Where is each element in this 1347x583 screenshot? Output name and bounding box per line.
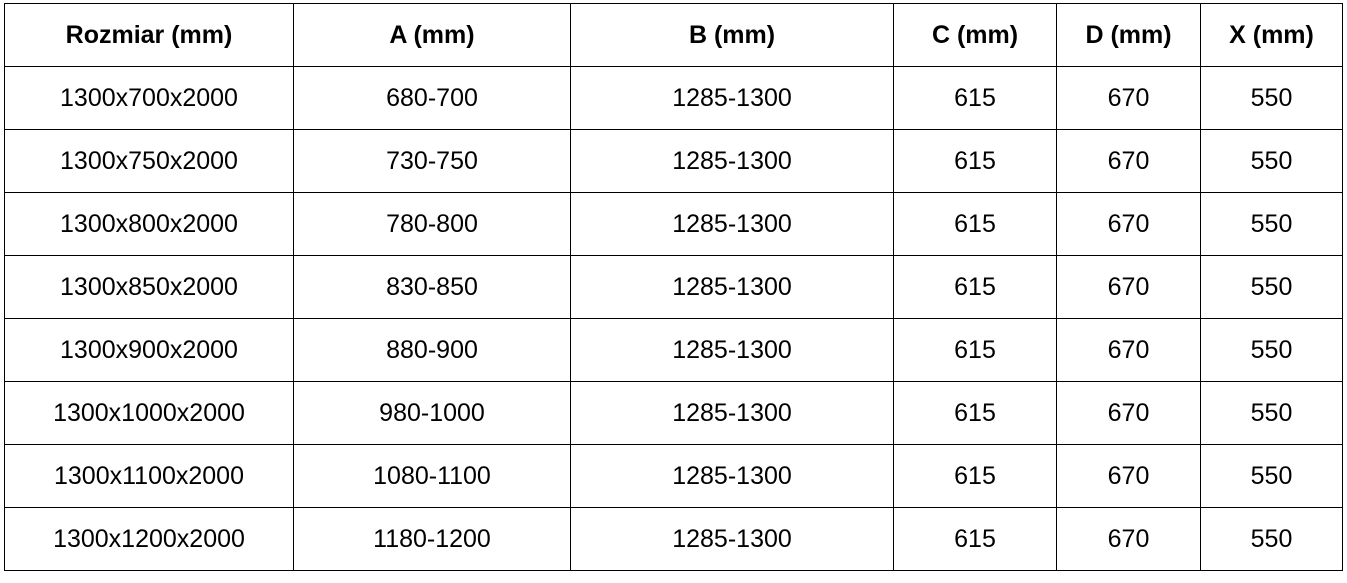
table-cell: 550: [1200, 192, 1343, 256]
column-header: A (mm): [293, 3, 571, 67]
table-cell: 1300x900x2000: [4, 318, 294, 382]
table-cell: 615: [893, 381, 1057, 445]
table-row: 1300x1100x2000 1080-1100 1285-1300 615 670 55…: [4, 444, 1343, 508]
column-header: C (mm): [893, 3, 1057, 67]
table-cell: 1180-1200: [293, 507, 571, 571]
table-row: 1300x1200x2000 1180-1200 1285-1300 615 670 55…: [4, 507, 1343, 571]
table-row: 1300x700x2000 680-700 1285-1300 615 670 550: [4, 66, 1343, 130]
table-cell: 615: [893, 444, 1057, 508]
table-cell: 615: [893, 318, 1057, 382]
table-cell: 980-1000: [293, 381, 571, 445]
table-cell: 550: [1200, 381, 1343, 445]
table-row: 1300x1000x2000 980-1000 1285-1300 615 670 550: [4, 381, 1343, 445]
table-cell: 1285-1300: [570, 381, 894, 445]
table-cell: 1300x750x2000: [4, 129, 294, 193]
table-row: 1300x750x2000 730-750 1285-1300 615 670 550: [4, 129, 1343, 193]
table-cell: 1300x700x2000: [4, 66, 294, 130]
column-header: Rozmiar (mm): [4, 3, 294, 67]
table-cell: 1285-1300: [570, 255, 894, 319]
table-cell: 680-700: [293, 66, 571, 130]
header-row: Rozmiar (mm) A (mm) B (mm) C (mm) D (mm) X (m…: [4, 3, 1343, 67]
column-header: D (mm): [1056, 3, 1201, 67]
column-header: X (mm): [1200, 3, 1343, 67]
table-cell: 615: [893, 129, 1057, 193]
table-cell: 670: [1056, 444, 1201, 508]
table-cell: 550: [1200, 255, 1343, 319]
table-cell: 1300x1000x2000: [4, 381, 294, 445]
table-cell: 670: [1056, 129, 1201, 193]
table-cell: 1285-1300: [570, 507, 894, 571]
dimensions-table: Rozmiar (mm) A (mm) B (mm) C (mm) D (mm) X (m…: [4, 3, 1343, 571]
table-cell: 550: [1200, 507, 1343, 571]
table-row: 1300x900x2000 880-900 1285-1300 615 670 550: [4, 318, 1343, 382]
table-cell: 1300x800x2000: [4, 192, 294, 256]
table-cell: 1285-1300: [570, 444, 894, 508]
table-cell: 670: [1056, 192, 1201, 256]
table-cell: 1300x1200x2000: [4, 507, 294, 571]
table-cell: 730-750: [293, 129, 571, 193]
table-cell: 670: [1056, 318, 1201, 382]
table-cell: 670: [1056, 66, 1201, 130]
table-cell: 670: [1056, 507, 1201, 571]
table-cell: 615: [893, 192, 1057, 256]
table-cell: 1285-1300: [570, 66, 894, 130]
table-cell: 830-850: [293, 255, 571, 319]
table-cell: 780-800: [293, 192, 571, 256]
table-cell: 615: [893, 66, 1057, 130]
table-cell: 1285-1300: [570, 129, 894, 193]
column-header: B (mm): [570, 3, 894, 67]
table-cell: 1300x850x2000: [4, 255, 294, 319]
table-cell: 550: [1200, 66, 1343, 130]
table-cell: 615: [893, 255, 1057, 319]
table-cell: 1285-1300: [570, 192, 894, 256]
table-cell: 1300x1100x2000: [4, 444, 294, 508]
table-cell: 615: [893, 507, 1057, 571]
table-cell: 880-900: [293, 318, 571, 382]
table-row: 1300x850x2000 830-850 1285-1300 615 670 550: [4, 255, 1343, 319]
table-cell: 550: [1200, 444, 1343, 508]
table-cell: 550: [1200, 318, 1343, 382]
table-cell: 1285-1300: [570, 318, 894, 382]
table-cell: 1080-1100: [293, 444, 571, 508]
table-cell: 550: [1200, 129, 1343, 193]
table-cell: 670: [1056, 255, 1201, 319]
table-cell: 670: [1056, 381, 1201, 445]
table-row: 1300x800x2000 780-800 1285-1300 615 670 550: [4, 192, 1343, 256]
